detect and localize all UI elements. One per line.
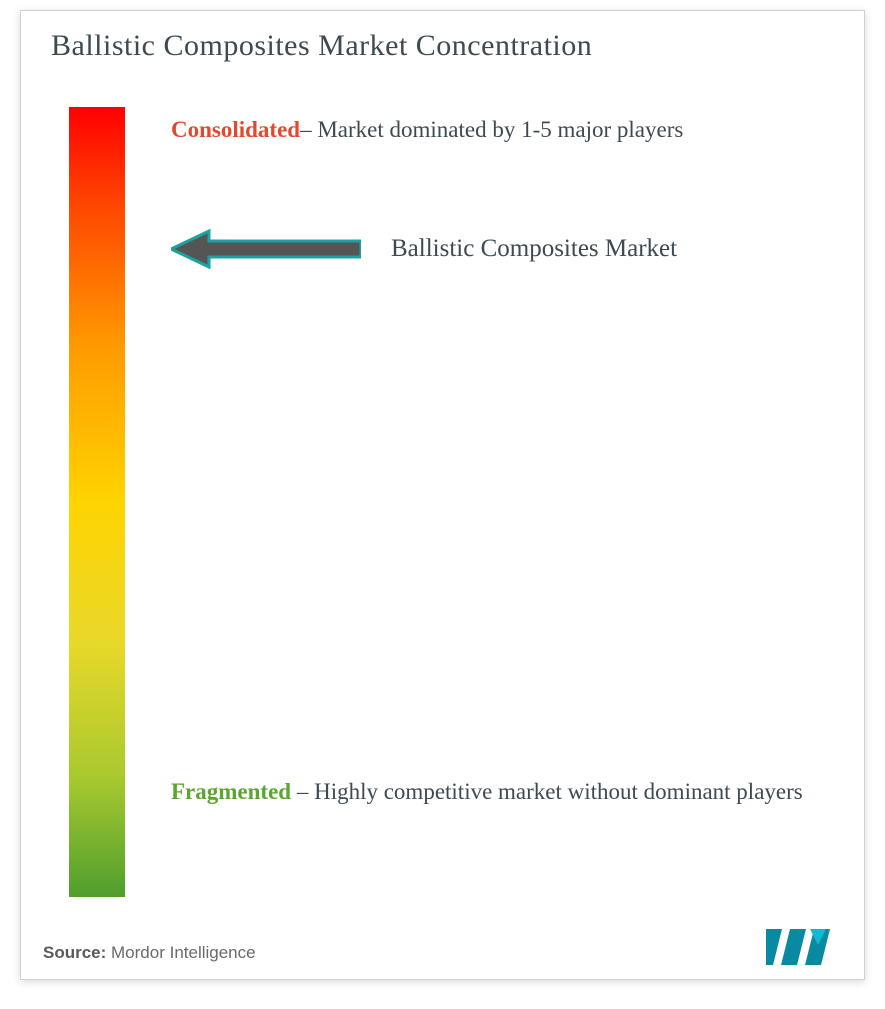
- consolidated-text: – Market dominated by 1-5 major players: [300, 117, 683, 142]
- consolidated-description: Consolidated– Market dominated by 1-5 ma…: [171, 107, 821, 153]
- arrow-left-icon: [171, 229, 361, 269]
- fragmented-label: Fragmented: [171, 779, 291, 804]
- source-prefix: Source:: [43, 943, 106, 962]
- fragmented-description: Fragmented – Highly competitive market w…: [171, 769, 821, 815]
- source-attribution: Source: Mordor Intelligence: [43, 943, 256, 963]
- info-card: Ballistic Composites Market Concentratio…: [20, 10, 865, 980]
- mordor-logo-icon: [766, 921, 836, 965]
- consolidated-label: Consolidated: [171, 117, 300, 142]
- market-pointer-row: Ballistic Composites Market: [171, 229, 677, 269]
- chart-title: Ballistic Composites Market Concentratio…: [51, 29, 592, 63]
- market-pointer-label: Ballistic Composites Market: [391, 235, 677, 263]
- fragmented-text: – Highly competitive market without domi…: [291, 779, 803, 804]
- concentration-gradient-bar: [69, 107, 125, 897]
- source-name: Mordor Intelligence: [106, 943, 255, 962]
